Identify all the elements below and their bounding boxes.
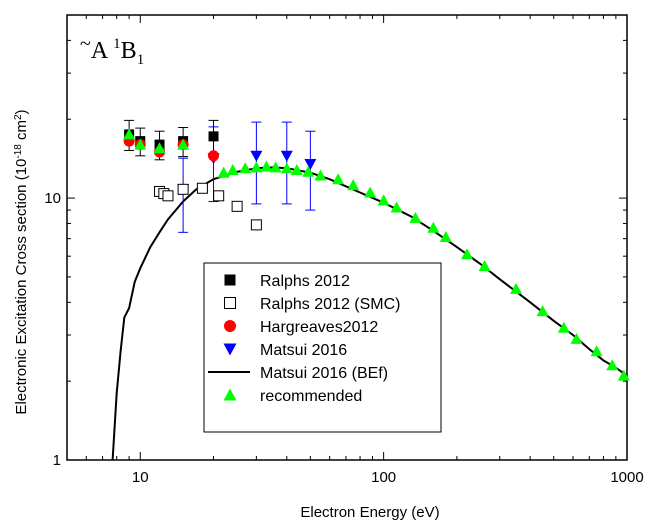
data-point — [606, 359, 618, 370]
legend-label: Matsui 2016 (BEf) — [260, 365, 388, 382]
data-point — [239, 162, 251, 173]
data-point — [558, 322, 570, 333]
data-point — [163, 191, 173, 201]
state-annotation: ~A 1B1 — [80, 33, 144, 68]
data-point — [281, 151, 293, 162]
data-point — [227, 164, 239, 175]
data-point — [479, 260, 491, 271]
data-point — [332, 173, 344, 184]
data-point — [208, 150, 219, 161]
legend-label: Matsui 2016 — [260, 342, 347, 359]
legend-swatch — [225, 298, 236, 309]
legend-swatch — [225, 275, 236, 286]
data-point — [209, 131, 219, 141]
data-point — [537, 305, 549, 316]
legend: Ralphs 2012 Ralphs 2012 (SMC) Hargreaves20… — [204, 263, 441, 432]
y-tick-label: 1 — [53, 452, 61, 469]
data-point — [304, 159, 316, 170]
data-point — [178, 184, 188, 194]
x-tick-label: 1000 — [610, 469, 643, 486]
data-point — [260, 160, 272, 171]
series-matsui-2016 — [177, 122, 316, 232]
legend-label: recommended — [260, 388, 362, 405]
y-axis-title: Electronic Excitation Cross section (10-… — [13, 109, 30, 414]
data-point — [251, 220, 261, 230]
x-tick-label: 100 — [371, 469, 396, 486]
series-ralphs-2012-smc — [155, 183, 262, 230]
data-point — [218, 167, 230, 178]
legend-swatch — [224, 320, 236, 332]
x-tick-label: 10 — [132, 469, 149, 486]
legend-label: Ralphs 2012 — [260, 273, 350, 290]
data-point — [364, 187, 376, 198]
data-point — [197, 183, 207, 193]
data-point — [461, 248, 473, 259]
data-point — [250, 161, 262, 172]
data-point — [214, 191, 224, 201]
x-axis-title: Electron Energy (eV) — [300, 504, 439, 521]
y-tick-label: 10 — [44, 190, 61, 207]
data-point — [250, 151, 262, 162]
data-point — [347, 179, 359, 190]
legend-label: Ralphs 2012 (SMC) — [260, 296, 401, 313]
data-point — [232, 201, 242, 211]
legend-label: Hargreaves2012 — [260, 319, 378, 336]
